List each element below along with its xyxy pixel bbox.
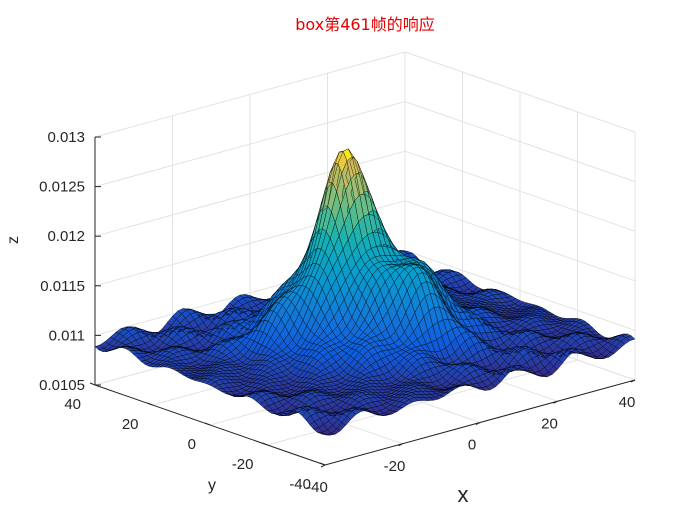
x-tick-mark	[475, 422, 481, 425]
x-tick-label: 0	[468, 437, 476, 454]
x-tick-mark	[398, 443, 403, 447]
y-tick-label: -40	[289, 476, 311, 493]
z-tick-label: 0.0115	[40, 278, 85, 295]
y-tick-mark	[89, 382, 96, 386]
z-tick-label: 0.0125	[39, 179, 85, 196]
side-wall-grid-line	[404, 200, 636, 282]
z-axis-label: z	[5, 236, 22, 244]
x-tick-label: -20	[384, 458, 406, 475]
x-tick-label: 40	[619, 394, 636, 411]
surface-mesh	[94, 148, 636, 436]
surface-patch	[625, 335, 636, 342]
y-tick-label: -20	[232, 456, 254, 473]
side-wall-grid-line	[404, 101, 636, 183]
y-tick-label: 40	[64, 396, 81, 413]
side-wall-grid-line	[404, 150, 636, 232]
y-axis-label: y	[208, 477, 216, 494]
side-wall-grid-line	[404, 249, 636, 331]
z-tick-label: 0.012	[47, 228, 85, 245]
y-tick-label: 20	[122, 416, 139, 433]
y-tick-mark	[319, 462, 326, 466]
y-tick-label: 0	[188, 436, 196, 453]
back-wall-grid-line	[94, 51, 406, 138]
x-tick-label: -40	[306, 479, 328, 496]
x-tick-label: 20	[541, 415, 558, 432]
y-tick-mark	[262, 442, 268, 446]
x-tick-mark	[630, 379, 636, 383]
z-tick-label: 0.0105	[39, 377, 85, 394]
x-axis-label: x	[458, 482, 469, 507]
x-tick-mark	[553, 400, 558, 404]
axis-ticks: -40 -20 0 20 40 -40 -20 0 20 40 0.0105 0.011 0.0115 0…	[39, 129, 635, 496]
chart-title: box第461帧的响应	[295, 15, 434, 34]
y-tick-mark	[204, 422, 211, 426]
z-tick-label: 0.013	[47, 129, 85, 146]
side-wall-grid-line	[404, 51, 636, 133]
x-tick-mark	[320, 464, 326, 468]
z-tick-label: 0.011	[49, 327, 85, 344]
back-wall-grid-line	[94, 101, 406, 188]
y-tick-mark	[147, 402, 153, 406]
